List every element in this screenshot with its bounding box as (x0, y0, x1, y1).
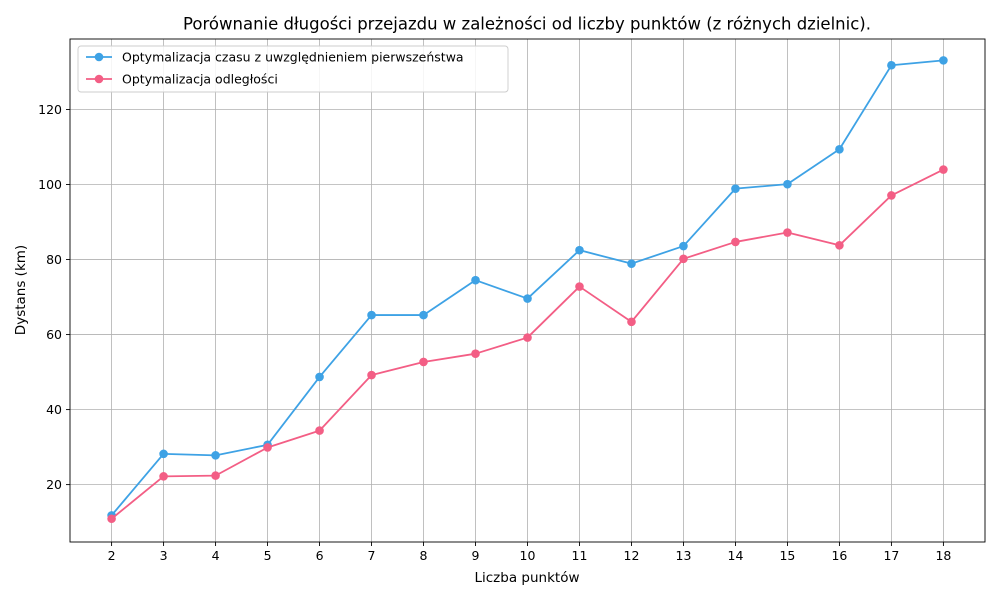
data-point (887, 60, 896, 70)
data-point (471, 275, 480, 285)
data-point (939, 56, 948, 65)
data-point (419, 357, 428, 367)
data-point (575, 245, 584, 255)
data-point (367, 370, 376, 380)
data-point (783, 179, 792, 189)
data-point (731, 184, 740, 193)
axes: 2 3 4 5 6 7 8 9 10 11 12 13 14 15 16 17 18 20 40 60 80 100 120 (38, 38, 986, 563)
data-point (263, 443, 272, 452)
legend-swatch-marker (94, 52, 104, 62)
x-tick-label: 2 (108, 548, 116, 563)
data-point (523, 333, 532, 342)
data-point (575, 282, 584, 291)
x-tick-label: 9 (472, 548, 480, 563)
x-tick-label: 14 (728, 548, 744, 563)
y-tick-label: 120 (38, 102, 62, 117)
data-point (835, 241, 844, 250)
x-tick-label: 15 (779, 548, 795, 563)
legend-item: Optymalizacja odległości (86, 72, 278, 87)
legend-box (77, 45, 509, 93)
chart-title: Porównanie długości przejazdu w zależnoś… (183, 15, 871, 34)
data-point (107, 514, 116, 524)
series-layer (107, 56, 948, 524)
y-tick-label: 100 (38, 177, 62, 192)
x-tick-label: 4 (212, 548, 220, 563)
y-tick-label: 40 (46, 402, 62, 417)
data-point (211, 471, 220, 480)
data-point (783, 228, 792, 237)
legend-item: Optymalizacja czasu z uwzględnieniem pie… (86, 50, 464, 65)
data-point (939, 165, 948, 174)
x-axis-label: Liczba punktów (474, 570, 579, 586)
y-axis-label: Dystans (km) (13, 245, 29, 335)
series-1 (107, 56, 948, 520)
x-tick-label: 10 (520, 548, 536, 563)
data-point (471, 349, 480, 359)
data-point (627, 259, 636, 268)
data-point (731, 237, 740, 247)
data-point (419, 310, 428, 320)
series-2 (107, 165, 948, 524)
legend-label: Optymalizacja odległości (122, 72, 278, 87)
x-tick-label: 8 (420, 548, 428, 563)
x-tick-label: 16 (831, 548, 847, 563)
data-point (627, 317, 636, 327)
x-tick-label: 6 (316, 548, 324, 563)
legend-label: Optymalizacja czasu z uwzględnieniem pie… (122, 50, 464, 65)
data-point (679, 254, 688, 264)
data-point (679, 241, 688, 251)
data-point (367, 310, 376, 320)
x-tick-label: 7 (368, 548, 376, 563)
data-point (159, 472, 168, 481)
x-tick-label: 17 (883, 548, 899, 563)
data-point (211, 451, 220, 460)
y-tick-label: 80 (46, 252, 62, 267)
data-point (315, 426, 324, 435)
data-point (159, 449, 168, 459)
x-tick-label: 5 (264, 548, 272, 563)
data-point (887, 191, 896, 200)
x-tick-label: 18 (935, 548, 951, 563)
data-point (523, 294, 532, 303)
x-tick-label: 12 (624, 548, 640, 563)
y-tick-label: 20 (46, 477, 62, 492)
data-point (315, 372, 324, 382)
legend-swatch-marker (94, 74, 104, 84)
x-tick-label: 3 (160, 548, 168, 563)
x-tick-label: 11 (572, 548, 588, 563)
data-point (835, 144, 844, 154)
x-tick-label: 13 (676, 548, 692, 563)
y-tick-label: 60 (46, 327, 62, 342)
grid (70, 39, 985, 542)
legend: Optymalizacja czasu z uwzględnieniem pie… (77, 45, 509, 93)
